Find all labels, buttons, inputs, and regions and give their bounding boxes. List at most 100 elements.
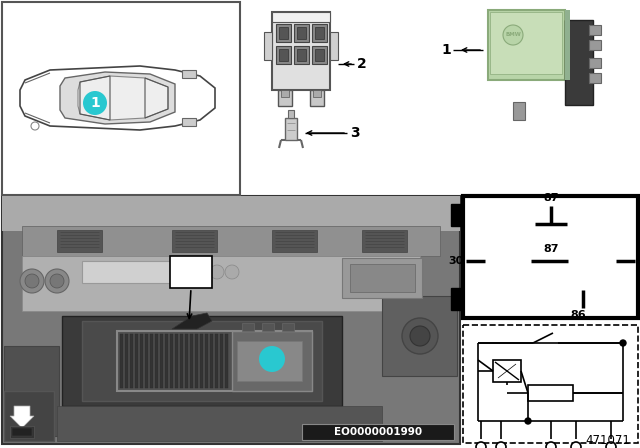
Bar bbox=[310, 90, 324, 106]
Circle shape bbox=[571, 442, 581, 448]
Bar bbox=[22, 226, 440, 256]
Bar bbox=[135, 334, 138, 388]
Bar bbox=[225, 334, 228, 388]
Circle shape bbox=[503, 25, 523, 45]
Bar bbox=[589, 25, 601, 35]
Bar bbox=[279, 27, 288, 39]
Bar bbox=[125, 334, 128, 388]
Circle shape bbox=[496, 442, 506, 448]
Bar bbox=[264, 32, 272, 60]
Bar bbox=[463, 325, 638, 443]
Bar bbox=[589, 73, 601, 83]
Bar bbox=[493, 360, 521, 382]
Circle shape bbox=[50, 274, 64, 288]
Bar bbox=[165, 334, 168, 388]
Bar bbox=[82, 321, 322, 401]
Bar bbox=[140, 334, 143, 388]
Circle shape bbox=[546, 442, 556, 448]
Text: 85: 85 bbox=[639, 256, 640, 266]
Text: 3: 3 bbox=[350, 126, 360, 140]
Bar bbox=[117, 331, 312, 391]
Bar bbox=[160, 334, 163, 388]
Bar bbox=[262, 323, 274, 331]
Text: K6: K6 bbox=[182, 259, 200, 272]
Circle shape bbox=[20, 269, 44, 293]
Bar bbox=[215, 334, 218, 388]
Polygon shape bbox=[60, 72, 175, 124]
Bar bbox=[285, 118, 297, 140]
Bar bbox=[82, 261, 192, 283]
Bar bbox=[150, 334, 153, 388]
Bar bbox=[297, 27, 306, 39]
Text: 2: 2 bbox=[357, 57, 367, 71]
Polygon shape bbox=[172, 313, 212, 329]
Bar bbox=[180, 334, 183, 388]
Bar bbox=[210, 334, 213, 388]
Bar bbox=[490, 12, 562, 74]
Bar bbox=[232, 331, 312, 391]
Text: 1: 1 bbox=[267, 352, 277, 366]
Bar bbox=[242, 323, 254, 331]
Bar bbox=[565, 10, 570, 80]
Bar bbox=[281, 90, 289, 97]
Circle shape bbox=[410, 326, 430, 346]
Bar bbox=[302, 424, 454, 440]
Bar bbox=[12, 428, 32, 436]
Bar bbox=[362, 230, 407, 252]
Bar bbox=[170, 256, 212, 288]
Bar bbox=[638, 288, 640, 310]
Text: X61: X61 bbox=[179, 271, 204, 284]
Bar bbox=[313, 90, 321, 97]
Text: 30: 30 bbox=[449, 256, 464, 266]
Bar bbox=[237, 341, 302, 381]
Circle shape bbox=[606, 442, 616, 448]
Bar bbox=[22, 256, 420, 311]
Bar bbox=[315, 49, 324, 61]
Bar bbox=[182, 118, 196, 126]
Bar bbox=[589, 58, 601, 68]
Bar bbox=[4, 346, 59, 436]
Text: 1: 1 bbox=[90, 96, 100, 110]
Bar bbox=[513, 102, 525, 120]
Bar bbox=[272, 12, 330, 22]
Bar bbox=[182, 70, 196, 78]
Bar bbox=[463, 196, 638, 318]
Bar bbox=[276, 24, 291, 42]
Text: BMW: BMW bbox=[505, 33, 521, 38]
Bar bbox=[2, 196, 460, 444]
Bar bbox=[190, 334, 193, 388]
Bar bbox=[120, 334, 123, 388]
Bar bbox=[130, 334, 133, 388]
Bar bbox=[185, 334, 188, 388]
Bar bbox=[342, 258, 422, 298]
Circle shape bbox=[225, 265, 239, 279]
Circle shape bbox=[259, 346, 285, 372]
Bar bbox=[57, 230, 102, 252]
Bar bbox=[170, 334, 173, 388]
Bar bbox=[155, 334, 158, 388]
Bar bbox=[638, 204, 640, 226]
Bar bbox=[205, 334, 208, 388]
Circle shape bbox=[83, 91, 107, 115]
Text: 86: 86 bbox=[570, 310, 586, 320]
Bar bbox=[451, 288, 463, 310]
Circle shape bbox=[620, 340, 626, 346]
Bar bbox=[279, 49, 288, 61]
Text: 471071: 471071 bbox=[586, 434, 630, 447]
Bar bbox=[2, 2, 240, 195]
Bar bbox=[172, 230, 217, 252]
Circle shape bbox=[402, 318, 438, 354]
Bar bbox=[272, 230, 317, 252]
Bar bbox=[294, 24, 309, 42]
Bar bbox=[294, 46, 309, 64]
Bar bbox=[288, 110, 294, 118]
Bar bbox=[2, 196, 460, 231]
Text: 87: 87 bbox=[543, 244, 559, 254]
Bar bbox=[145, 334, 148, 388]
Text: 87: 87 bbox=[543, 193, 559, 203]
Text: EO0000001990: EO0000001990 bbox=[334, 427, 422, 437]
Bar bbox=[10, 426, 34, 438]
Bar bbox=[62, 316, 342, 406]
Bar bbox=[282, 323, 294, 331]
Bar bbox=[528, 385, 573, 401]
